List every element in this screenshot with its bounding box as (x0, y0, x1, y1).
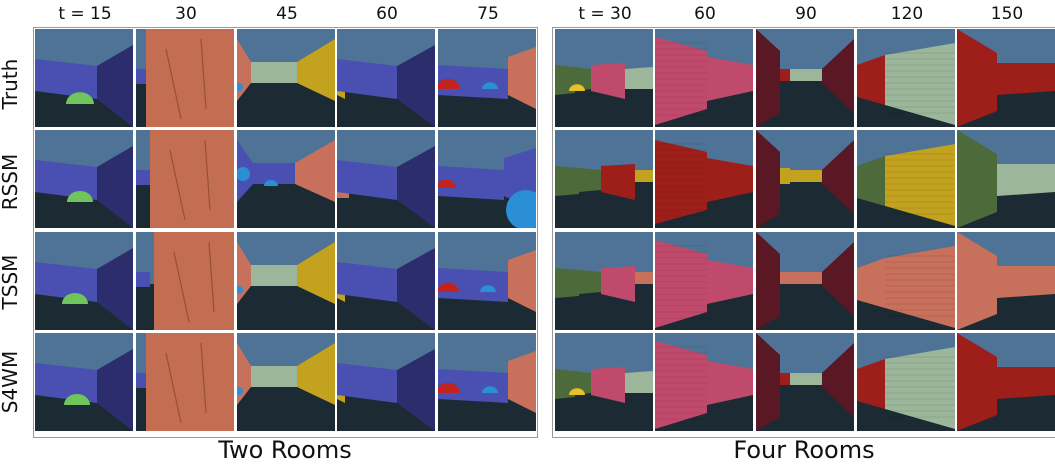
frame-image (957, 232, 1055, 330)
frame-image (438, 232, 536, 330)
frame-image (957, 130, 1055, 228)
frame-image (337, 29, 435, 127)
column-label: 150 (990, 4, 1024, 24)
frame-image (555, 333, 653, 431)
column-label: t = 30 (578, 4, 632, 24)
frame-image (337, 130, 435, 228)
frame-image (237, 232, 335, 330)
column-label: 120 (890, 4, 924, 24)
frame-image (337, 333, 435, 431)
frame-image (136, 29, 234, 127)
frame-image (655, 130, 753, 228)
frame-image (237, 333, 335, 431)
frame-image (857, 29, 955, 127)
frame-image (756, 333, 854, 431)
frame-image (756, 232, 854, 330)
frame-image (857, 130, 955, 228)
frame-image (438, 333, 536, 431)
column-label: 60 (376, 4, 398, 24)
frame-image (35, 232, 133, 330)
column-label: t = 15 (58, 4, 112, 24)
frame-image (655, 333, 753, 431)
frame-image (655, 29, 753, 127)
frame-image (136, 130, 234, 228)
frame-image (438, 29, 536, 127)
frame-image (35, 333, 133, 431)
frame-image (957, 333, 1055, 431)
frame-image (237, 130, 335, 228)
column-label: 90 (795, 4, 817, 24)
frame-image (35, 29, 133, 127)
frame-image (555, 232, 653, 330)
row-label-s4wm: S4WM (0, 350, 22, 414)
frame-image (555, 29, 653, 127)
column-label: 45 (276, 4, 298, 24)
frame-image (237, 29, 335, 127)
column-label: 60 (694, 4, 716, 24)
row-label-tssm: TSSM (0, 254, 22, 310)
row-label-truth: Truth (0, 58, 22, 110)
frame-image (857, 333, 955, 431)
frame-image (136, 232, 234, 330)
column-label: 30 (175, 4, 197, 24)
frame-image (136, 333, 234, 431)
panel-title-four-rooms: Four Rooms (733, 436, 875, 464)
frame-image (655, 232, 753, 330)
row-label-rssm: RSSM (0, 153, 22, 211)
panel-title-two-rooms: Two Rooms (218, 436, 352, 464)
frame-image (857, 232, 955, 330)
column-label: 75 (477, 4, 499, 24)
frame-image (756, 29, 854, 127)
frame-image (957, 29, 1055, 127)
frame-image (756, 130, 854, 228)
frame-image (438, 130, 536, 228)
frame-image (337, 232, 435, 330)
frame-image (35, 130, 133, 228)
frame-image (555, 130, 653, 228)
